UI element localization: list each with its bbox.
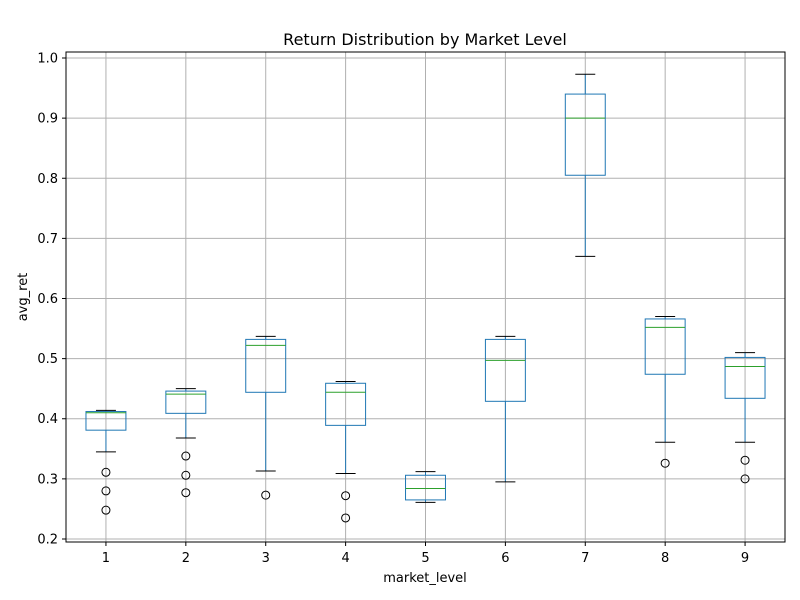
x-tick-label: 2	[182, 551, 190, 566]
outlier-point	[740, 455, 750, 465]
grid-lines	[66, 52, 785, 542]
box-group	[484, 335, 526, 483]
box-group	[724, 352, 766, 484]
outlier-point	[101, 467, 111, 477]
axis-ticks: 0.2 0.3 0.4 0.5 0.6 0.7 0.8 0.9 1.0 1 2 3 4 5 6 7 8 9	[37, 52, 749, 566]
box-group	[245, 335, 287, 500]
y-tick-label: 0.5	[37, 352, 58, 367]
box-group	[644, 316, 686, 468]
x-tick-label: 1	[102, 551, 110, 566]
iqr-box	[484, 338, 526, 402]
y-tick-label: 0.2	[37, 532, 58, 547]
outlier-point	[181, 470, 191, 480]
outlier-point	[101, 505, 111, 515]
y-tick-label: 0.7	[37, 232, 58, 247]
x-tick-label: 8	[661, 551, 669, 566]
y-tick-label: 0.9	[37, 112, 58, 127]
iqr-box	[245, 338, 287, 393]
iqr-box	[165, 390, 207, 414]
box-group	[325, 380, 367, 523]
iqr-box	[85, 411, 127, 431]
box-group	[165, 388, 207, 498]
x-axis-label: market_level	[383, 571, 467, 586]
iqr-box	[405, 474, 446, 501]
y-tick-label: 0.8	[37, 172, 58, 187]
y-tick-label: 1.0	[37, 52, 58, 67]
y-tick-label: 0.6	[37, 292, 58, 307]
outlier-point	[181, 488, 191, 498]
outlier-point	[660, 458, 670, 468]
iqr-box	[644, 318, 686, 375]
box-group	[405, 471, 446, 503]
chart-title: Return Distribution by Market Level	[283, 30, 567, 49]
boxes	[85, 73, 766, 523]
y-tick-label: 0.4	[37, 412, 58, 427]
x-tick-label: 9	[741, 551, 749, 566]
outlier-point	[740, 474, 750, 484]
outlier-point	[261, 490, 271, 500]
x-tick-label: 5	[421, 551, 429, 566]
iqr-box	[724, 356, 766, 399]
y-axis-label: avg_ret	[16, 273, 31, 322]
y-tick-label: 0.3	[37, 472, 58, 487]
outlier-point	[101, 486, 111, 496]
x-tick-label: 6	[501, 551, 509, 566]
iqr-box	[325, 382, 367, 426]
outlier-point	[341, 513, 351, 523]
box-group	[85, 409, 127, 515]
box-group	[564, 73, 606, 257]
x-tick-label: 4	[341, 551, 349, 566]
outlier-point	[341, 491, 351, 501]
x-tick-label: 7	[581, 551, 589, 566]
x-tick-label: 3	[262, 551, 270, 566]
outlier-point	[181, 451, 191, 461]
iqr-box	[564, 93, 606, 176]
